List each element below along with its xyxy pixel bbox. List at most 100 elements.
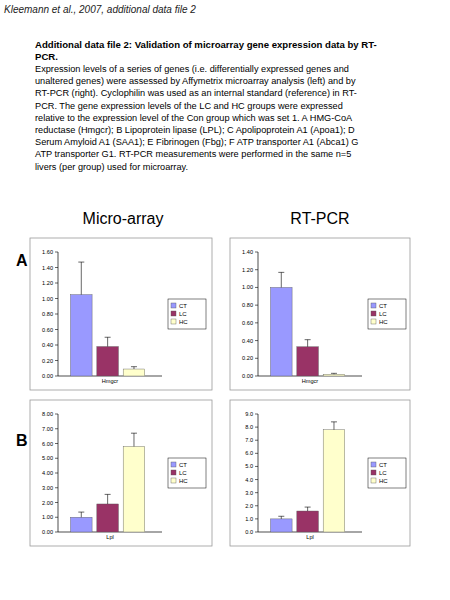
legend-box <box>168 299 206 329</box>
error-bar <box>105 337 111 346</box>
error-line <box>133 367 134 369</box>
caption-title: Additional data file 2: Validation of mi… <box>35 39 377 50</box>
error-line <box>81 512 82 517</box>
error-bar <box>331 422 337 430</box>
y-tick-label: 1.00 <box>42 514 53 520</box>
y-tick <box>55 345 58 346</box>
y-tick <box>255 427 258 428</box>
y-tick-label: 7.00 <box>42 426 53 432</box>
y-tick <box>255 453 258 454</box>
y-tick-label: 0.00 <box>242 373 253 379</box>
y-tick-label: 1.00 <box>242 284 253 290</box>
y-tick-label: 0.20 <box>42 358 53 364</box>
y-tick <box>55 329 58 330</box>
error-cap <box>78 262 84 263</box>
error-line <box>133 433 134 446</box>
legend: CTLCHC <box>368 458 406 488</box>
legend-label: CT <box>179 303 187 309</box>
error-cap <box>131 366 137 367</box>
chart: 0.001.002.003.004.005.006.007.008.00LplC… <box>30 400 212 546</box>
y-tick <box>55 502 58 503</box>
column-header: Micro-array <box>83 210 164 227</box>
error-cap <box>78 512 84 513</box>
error-cap <box>105 337 111 338</box>
y-tick-label: 7.0 <box>245 437 253 443</box>
y-tick <box>255 518 258 519</box>
legend-label: LC <box>179 311 187 317</box>
error-bar <box>331 373 337 375</box>
y-tick <box>55 414 58 415</box>
caption-text: ATP transporter G1. RT-PCR measurements … <box>35 149 351 159</box>
y-tick-label: 5.0 <box>245 463 253 469</box>
y-tick <box>255 532 258 533</box>
legend-swatch <box>171 462 176 467</box>
legend-label: CT <box>179 462 187 468</box>
bar <box>123 446 145 532</box>
legend: CTLCHC <box>168 458 206 488</box>
legend-swatch <box>171 478 176 483</box>
legend-label: HC <box>179 478 188 484</box>
y-tick-label: 4.00 <box>42 470 53 476</box>
y-tick-label: 1.60 <box>42 249 53 255</box>
y-tick-label: 0.00 <box>42 529 53 535</box>
legend: CT LC HC <box>168 299 206 329</box>
x-tick-label: Lpl <box>306 534 313 540</box>
y-tick <box>255 305 258 306</box>
y-tick-label: 1.0 <box>245 516 253 522</box>
y-tick-label: 8.0 <box>245 424 253 430</box>
chart: 0.01.02.03.04.05.06.07.08.09.0LplCTLCHC <box>230 400 410 546</box>
bar <box>297 511 319 532</box>
error-line <box>281 272 282 287</box>
chart-frame <box>30 238 212 390</box>
error-bar <box>105 494 111 504</box>
plot-marks <box>70 262 144 376</box>
y-tick <box>255 269 258 270</box>
y-tick-label: 2.00 <box>42 500 53 506</box>
y-tick-label: 0.0 <box>245 529 253 535</box>
legend-swatch <box>371 303 376 308</box>
plot-marks <box>270 272 344 376</box>
chart: 0.000.200.400.600.801.001.201.40HmgcrCTL… <box>230 238 410 390</box>
error-line <box>307 340 308 347</box>
y-tick <box>55 428 58 429</box>
error-cap <box>131 433 137 434</box>
y-tick-label: 1.00 <box>42 296 53 302</box>
caption-text: PCR. The gene expression levels of the L… <box>35 101 343 111</box>
legend-box <box>168 458 206 488</box>
y-tick-label: 3.00 <box>42 485 53 491</box>
y-tick-label: 0.60 <box>242 320 253 326</box>
y-tick <box>255 414 258 415</box>
y-tick <box>55 376 58 377</box>
y-tick-label: 1.20 <box>42 280 53 286</box>
y-tick <box>55 252 58 253</box>
y-tick-label: 0.00 <box>42 373 53 379</box>
y-tick-label: 1.40 <box>42 265 53 271</box>
legend-label: HC <box>179 319 188 325</box>
legend-label: LC <box>379 311 387 317</box>
y-tick-label: 1.40 <box>242 249 253 255</box>
error-bar <box>131 367 137 369</box>
header: Kleemann et al., 2007, additional data f… <box>4 4 196 15</box>
y-tick <box>255 440 258 441</box>
legend-swatch <box>171 470 176 475</box>
caption-text: livers (per group) used for microarray. <box>35 162 188 172</box>
y-tick-label: 9.0 <box>245 411 253 417</box>
legend-label: HC <box>379 478 388 484</box>
panel-label: B <box>16 432 28 449</box>
error-line <box>107 337 108 346</box>
column-header: RT-PCR <box>290 210 349 227</box>
bar <box>97 504 119 532</box>
caption-text: unaltered genes) were assessed by Affyme… <box>35 76 356 86</box>
y-tick-label: 0.60 <box>42 327 53 333</box>
y-tick-label: 6.0 <box>245 450 253 456</box>
legend-label: HC <box>379 319 388 325</box>
y-tick <box>55 443 58 444</box>
legend-box <box>368 458 406 488</box>
y-tick <box>255 322 258 323</box>
page: Kleemann et al., 2007, additional data f… <box>0 0 450 600</box>
legend-label: LC <box>379 470 387 476</box>
y-tick <box>55 314 58 315</box>
y-tick <box>55 517 58 518</box>
y-tick <box>55 283 58 284</box>
bar <box>97 347 119 376</box>
